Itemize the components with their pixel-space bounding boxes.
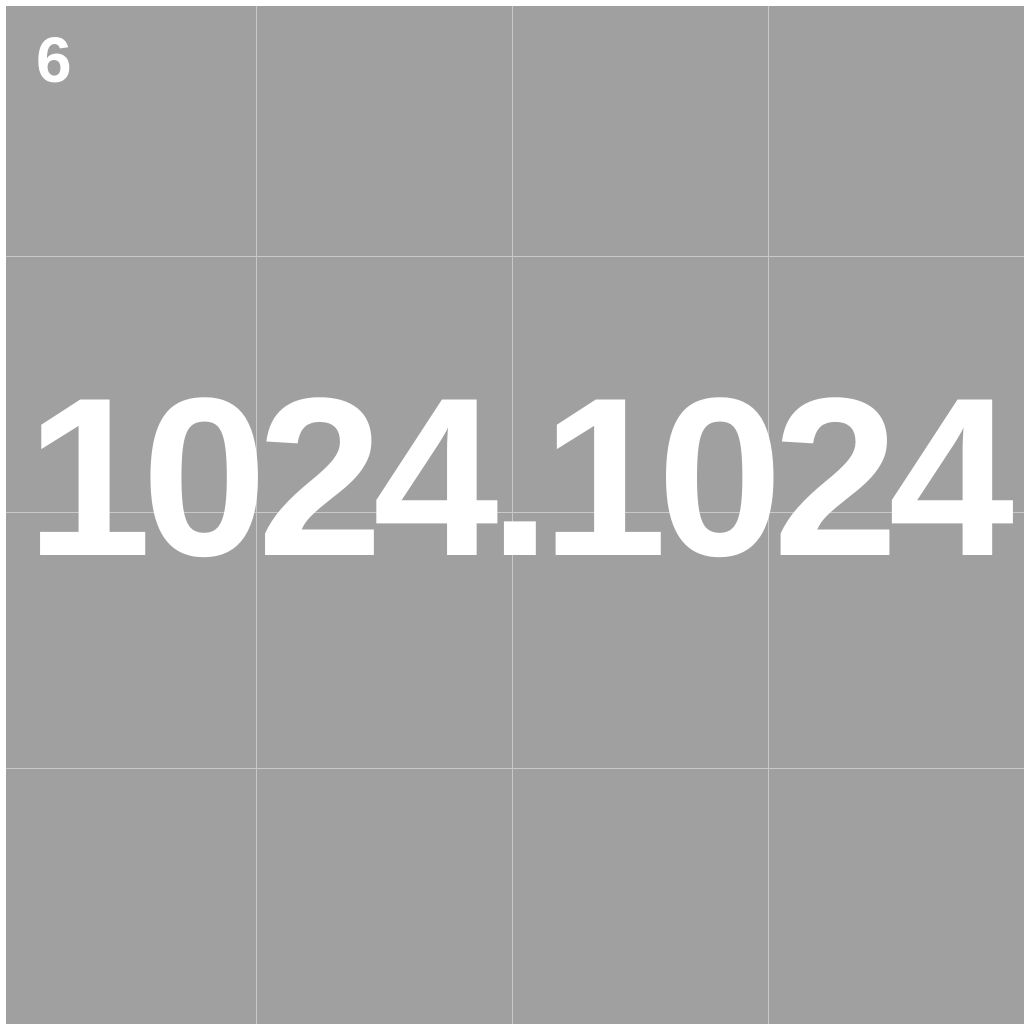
grid-line-vertical-3 <box>768 6 769 1024</box>
grid-line-horizontal-3 <box>6 768 1024 769</box>
dimensions-label: 1024.1024 <box>25 350 1014 603</box>
grid-line-horizontal-1 <box>6 256 1024 257</box>
grid-line-vertical-2 <box>512 6 513 1024</box>
grid-line-horizontal-2 <box>6 512 1024 513</box>
grid-line-vertical-1 <box>256 6 257 1024</box>
placeholder-canvas: 6 1024.1024 <box>6 6 1024 1024</box>
corner-number-label: 6 <box>36 24 72 96</box>
